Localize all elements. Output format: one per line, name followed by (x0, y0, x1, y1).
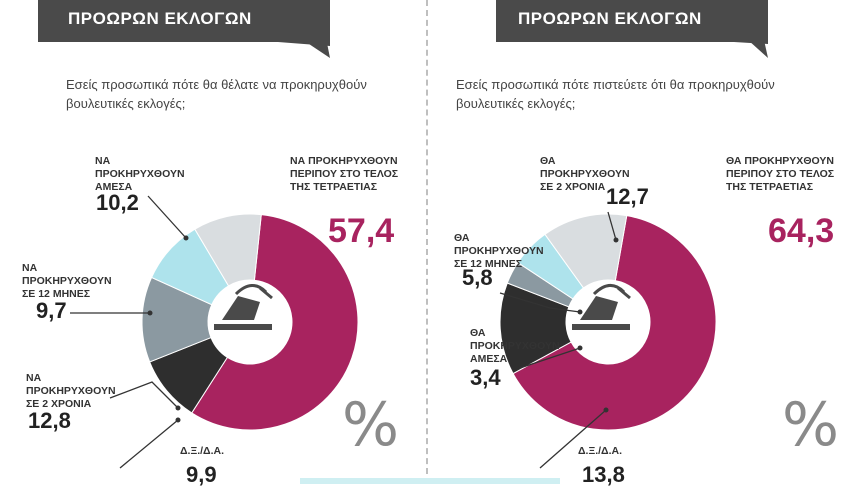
slice-label-12-months: ΘΑ ΠΡΟΚΗΡΥΧΘΟΥΝ ΣΕ 12 ΜΗΝΕΣ (454, 232, 544, 270)
speech-tail-icon (278, 0, 330, 58)
slice-label-12-months: ΝΑ ΠΡΟΚΗΡΥΧΘΟΥΝ ΣΕ 12 ΜΗΝΕΣ (22, 262, 112, 300)
leader-line (147, 195, 187, 239)
value-immediate: 10,2 (96, 190, 139, 215)
ballot-box-icon (572, 284, 631, 330)
speech-tail-icon (734, 0, 768, 58)
chart-title: ΠΡΟΩΡΩΝ ΕΚΛΟΓΩΝ (496, 0, 734, 42)
slice-label-dk: Δ.Ξ./Δ.Α. (578, 445, 623, 457)
leader-line (539, 409, 607, 469)
leader-line (607, 211, 617, 241)
donut-hole (566, 280, 650, 364)
leader-dot (183, 235, 189, 241)
percent-sign: % (782, 390, 840, 460)
leader-dot (577, 345, 583, 351)
chart-title: ΠΡΟΩΡΩΝ ΕΚΛΟΓΩΝ (38, 0, 278, 42)
value-2-years: 12,7 (606, 184, 649, 209)
slice-label-immediate: ΝΑ ΠΡΟΚΗΡΥΧΘΟΥΝ ΑΜΕΣΑ (95, 155, 185, 193)
slice-label-immediate: ΘΑ ΠΡΟΚΗΡΥΧΘΟΥΝ ΑΜΕΣΑ (470, 327, 560, 365)
leader-dot (147, 310, 153, 316)
decorative-band (300, 478, 560, 484)
chart-question: Εσείς προσωπικά πότε θα θέλατε να προκηρ… (66, 77, 367, 111)
leader-dot (613, 237, 619, 243)
leader-line (109, 381, 179, 409)
leader-dot (577, 309, 583, 315)
slice-label-2-years: ΘΑ ΠΡΟΚΗΡΥΧΘΟΥΝ ΣΕ 2 ΧΡΟΝΙΑ (540, 155, 630, 193)
slice-label-2-years: ΝΑ ΠΡΟΚΗΡΥΧΘΟΥΝ ΣΕ 2 ΧΡΟΝΙΑ (26, 372, 116, 410)
value-12-months: 5,8 (462, 265, 493, 290)
percent-sign: % (342, 390, 400, 460)
value-end-of-term: 64,3 (768, 212, 835, 250)
value-dk: 13,8 (582, 462, 625, 487)
value-dk: 9,9 (186, 462, 217, 487)
chart-panel-left: ΠΡΟΩΡΩΝ ΕΚΛΟΓΩΝ Εσείς προσωπικά πότε θα … (0, 0, 420, 487)
leader-dot (175, 405, 181, 411)
leader-dot (603, 407, 609, 413)
value-2-years: 12,8 (28, 408, 71, 433)
leader-dot (175, 417, 181, 423)
value-end-of-term: 57,4 (328, 212, 395, 250)
leader-line (119, 419, 179, 469)
slice-label-end-of-term: ΘΑ ΠΡΟΚΗΡΥΧΘΟΥΝ ΠΕΡΙΠΟΥ ΣΤΟ ΤΕΛΟΣ ΤΗΣ ΤΕ… (726, 155, 835, 193)
slice-label-end-of-term: ΝΑ ΠΡΟΚΗΡΥΧΘΟΥΝ ΠΕΡΙΠΟΥ ΣΤΟ ΤΕΛΟΣ ΤΗΣ ΤΕ… (290, 155, 399, 193)
donut-hole (208, 280, 292, 364)
donut-chart (499, 211, 717, 469)
value-immediate: 3,4 (470, 365, 501, 390)
donut-chart (70, 195, 359, 469)
value-12-months: 9,7 (36, 298, 67, 323)
leader-line (519, 347, 581, 369)
panel-divider (426, 0, 428, 484)
leader-line (499, 292, 581, 313)
ballot-box-icon (214, 284, 273, 330)
slice-label-dk: Δ.Ξ./Δ.Α. (180, 445, 225, 457)
chart-question: Εσείς προσωπικά πότε πιστεύετε ότι θα πρ… (456, 77, 775, 111)
chart-panel-right: ΠΡΟΩΡΩΝ ΕΚΛΟΓΩΝ Εσείς προσωπικά πότε πισ… (430, 0, 850, 487)
